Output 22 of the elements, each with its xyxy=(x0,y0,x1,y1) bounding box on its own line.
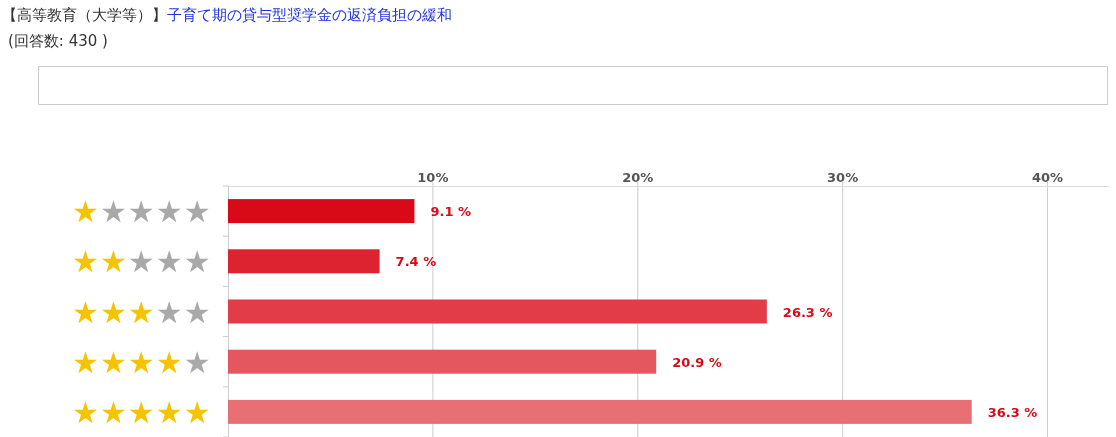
y-tick-label: ★★★★★ xyxy=(72,344,212,380)
data-label: 20.9 % xyxy=(672,354,722,370)
y-tick-label: ★★★★★ xyxy=(72,244,212,280)
y-tick-label: ★★★★★ xyxy=(72,294,212,330)
bar xyxy=(228,399,972,424)
data-label: 7.4 % xyxy=(395,254,437,270)
text: (回答数: 430 ) xyxy=(8,32,108,50)
bar xyxy=(228,249,380,274)
x-tick-label: 40% xyxy=(1031,170,1064,185)
chart-title: 子育て期の貸与型奨学金の返済負担の緩和 xyxy=(167,6,452,24)
x-tick-label: 10% xyxy=(417,170,449,185)
bar xyxy=(228,199,415,224)
bar xyxy=(228,299,767,324)
y-tick-label: ★★★★★ xyxy=(72,194,212,230)
bar xyxy=(228,349,657,374)
data-label: 9.1 % xyxy=(430,204,472,220)
text: 【高等教育（大学等）】 xyxy=(2,6,167,24)
x-tick-label: 30% xyxy=(827,170,859,185)
x-tick-label: 20% xyxy=(622,170,654,185)
y-tick-label: ★★★★★ xyxy=(72,394,212,430)
data-label: 26.3 % xyxy=(782,304,833,320)
data-label: 36.3 % xyxy=(987,404,1038,420)
